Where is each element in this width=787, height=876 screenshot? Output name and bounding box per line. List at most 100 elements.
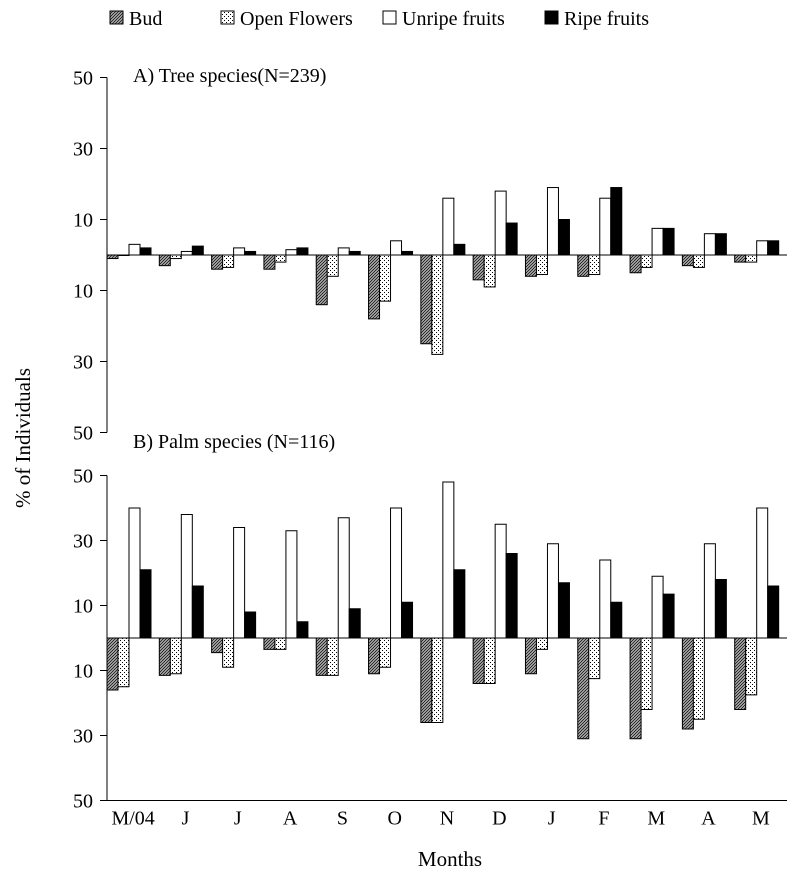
bar-1-2-5 bbox=[390, 507, 403, 639]
bar-1-0-7 bbox=[472, 637, 485, 684]
bar-1-2-1 bbox=[180, 514, 193, 639]
bar-1-3-12 bbox=[767, 585, 780, 639]
x-tick-label-0: M/04 bbox=[111, 808, 154, 830]
bar-0-0-9 bbox=[577, 254, 590, 277]
bar-1-3-11 bbox=[714, 579, 727, 639]
bar-1-0-9 bbox=[577, 637, 590, 740]
bar-0-2-0 bbox=[128, 243, 141, 256]
x-axis-label: Months bbox=[418, 847, 482, 871]
bar-1-2-9 bbox=[599, 559, 612, 639]
bar-0-3-8 bbox=[557, 219, 570, 256]
bar-1-2-6 bbox=[442, 481, 455, 639]
bar-0-0-1 bbox=[158, 254, 171, 267]
x-tick-label-8: J bbox=[548, 808, 556, 830]
bar-0-3-12 bbox=[767, 240, 780, 256]
bar-0-3-1 bbox=[191, 245, 204, 256]
bar-0-1-8 bbox=[535, 254, 548, 276]
bar-1-1-12 bbox=[745, 637, 758, 696]
y-tick-label-0-0: 50 bbox=[73, 68, 93, 90]
bar-0-2-1 bbox=[180, 250, 193, 256]
bar-0-3-10 bbox=[662, 227, 675, 256]
panel-title-0: A) Tree species(N=239) bbox=[133, 65, 326, 87]
bar-0-2-4 bbox=[337, 247, 350, 256]
panel-0: A) Tree species(N=239) 50 30 10 10 30 50 bbox=[73, 65, 787, 445]
bar-0-2-2 bbox=[233, 247, 246, 256]
bar-1-0-2 bbox=[211, 637, 224, 654]
panel-title-1: B) Palm species (N=116) bbox=[133, 431, 335, 453]
legend-label-0: Bud bbox=[129, 8, 162, 30]
bar-1-0-11 bbox=[681, 637, 694, 730]
bar-1-1-2 bbox=[222, 637, 235, 668]
bar-0-2-3 bbox=[285, 249, 298, 256]
bar-0-1-4 bbox=[326, 254, 339, 277]
bar-0-1-12 bbox=[745, 254, 758, 263]
bar-1-3-0 bbox=[139, 569, 152, 639]
legend-swatch-3 bbox=[544, 10, 559, 25]
bar-1-0-1 bbox=[158, 637, 171, 676]
bar-1-0-8 bbox=[524, 637, 537, 675]
bar-1-0-4 bbox=[315, 637, 328, 676]
bar-1-2-0 bbox=[128, 507, 141, 639]
bar-0-0-7 bbox=[472, 254, 485, 281]
bar-1-0-0 bbox=[106, 637, 119, 691]
bar-1-1-9 bbox=[588, 637, 601, 680]
bar-1-2-10 bbox=[651, 575, 664, 639]
bar-1-2-8 bbox=[546, 543, 559, 639]
bar-0-3-4 bbox=[348, 250, 361, 256]
bar-1-1-5 bbox=[379, 637, 392, 668]
bar-1-1-8 bbox=[535, 637, 548, 650]
bar-0-1-0 bbox=[117, 254, 130, 256]
y-axis-label: % of Individuals bbox=[11, 368, 35, 508]
bar-1-3-1 bbox=[191, 585, 204, 639]
bar-1-3-8 bbox=[557, 582, 570, 639]
bar-0-3-5 bbox=[401, 250, 414, 256]
y-tick-label-1-5: 50 bbox=[73, 791, 93, 813]
y-tick-label-1-4: 30 bbox=[73, 726, 93, 748]
bar-0-2-5 bbox=[390, 240, 403, 256]
y-tick-label-0-4: 30 bbox=[73, 352, 93, 374]
bar-0-2-6 bbox=[442, 197, 455, 256]
bar-1-3-10 bbox=[662, 593, 675, 639]
bar-1-1-10 bbox=[640, 637, 653, 710]
bar-0-0-10 bbox=[629, 254, 642, 274]
bar-1-3-9 bbox=[610, 601, 623, 639]
x-tick-label-11: A bbox=[701, 808, 716, 830]
bar-0-1-9 bbox=[588, 254, 601, 276]
bar-1-3-4 bbox=[348, 608, 361, 639]
bar-1-0-6 bbox=[420, 637, 433, 723]
bar-1-0-5 bbox=[368, 637, 381, 675]
bar-0-0-8 bbox=[524, 254, 537, 277]
bar-1-0-12 bbox=[734, 637, 747, 710]
bar-1-0-10 bbox=[629, 637, 642, 740]
bar-0-0-12 bbox=[734, 254, 747, 263]
bar-1-3-6 bbox=[453, 569, 466, 639]
bar-1-3-7 bbox=[505, 553, 518, 639]
bar-0-2-8 bbox=[546, 187, 559, 256]
bar-0-0-0 bbox=[106, 254, 119, 260]
bar-0-3-2 bbox=[244, 250, 257, 256]
bar-0-3-3 bbox=[296, 247, 309, 256]
bar-0-0-5 bbox=[368, 254, 381, 320]
x-tick-label-4: S bbox=[337, 808, 348, 830]
bar-1-1-3 bbox=[274, 637, 287, 650]
bar-1-1-0 bbox=[117, 637, 130, 688]
legend-label-3: Ripe fruits bbox=[564, 8, 649, 30]
y-tick-label-1-1: 30 bbox=[73, 531, 93, 553]
bar-0-3-9 bbox=[610, 187, 623, 256]
bar-1-2-11 bbox=[703, 543, 716, 639]
bar-0-2-9 bbox=[599, 197, 612, 256]
y-tick-label-1-2: 10 bbox=[73, 596, 93, 618]
legend-swatch-0 bbox=[109, 10, 124, 25]
bar-0-0-11 bbox=[681, 254, 694, 267]
panel-1: B) Palm species (N=116) 50 30 10 10 30 50 M/04 J… bbox=[73, 431, 787, 830]
bar-1-1-1 bbox=[169, 637, 182, 675]
y-tick-label-0-2: 10 bbox=[73, 210, 93, 232]
legend-swatch-2 bbox=[382, 10, 397, 25]
legend: Bud Open Flowers Unripe fruits Ripe fruits bbox=[109, 8, 649, 30]
bar-0-1-7 bbox=[483, 254, 496, 288]
bar-0-0-6 bbox=[420, 254, 433, 345]
bar-0-1-2 bbox=[222, 254, 235, 268]
bar-0-3-6 bbox=[453, 243, 466, 256]
bar-0-3-11 bbox=[714, 233, 727, 256]
